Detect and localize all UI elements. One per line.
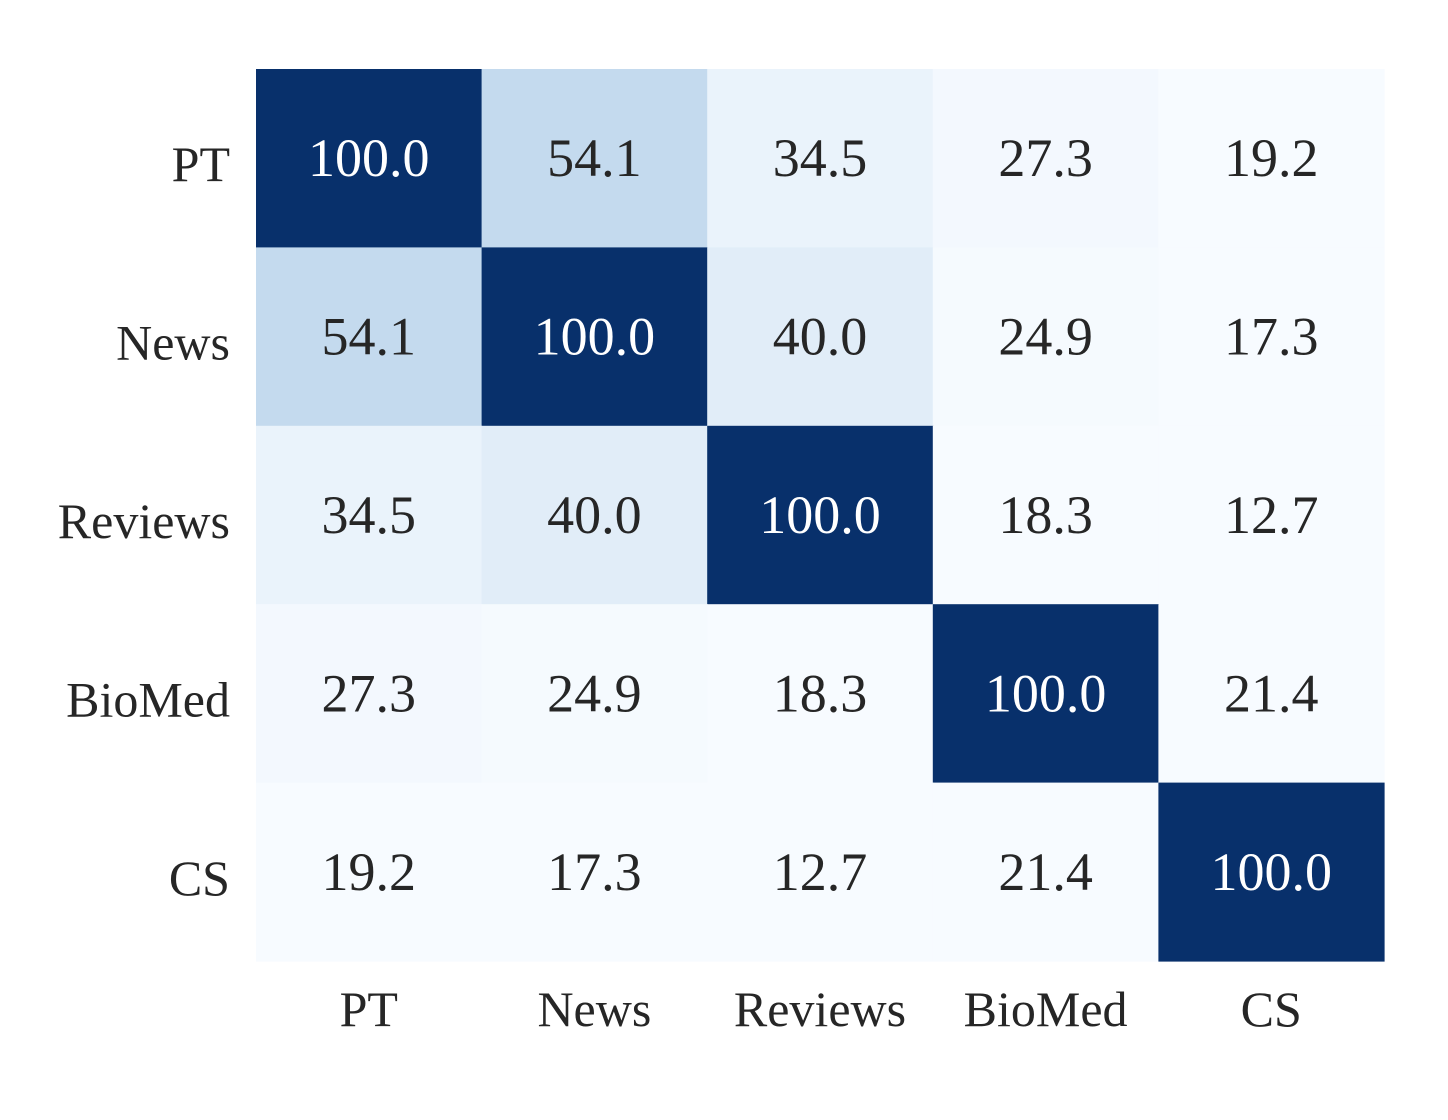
- heatmap-cell-label-0-2: 34.5: [773, 128, 868, 188]
- heatmap-cell-label-2-4: 12.7: [1224, 485, 1319, 545]
- heatmap-cell-3-1: [481, 604, 708, 784]
- heatmap-cell-4-0: [256, 782, 483, 962]
- heatmap-cell-2-0: [256, 425, 483, 605]
- heatmap-cell-label-4-4: 100.0: [1210, 842, 1332, 902]
- x-tick-label-biomed: BioMed: [964, 981, 1128, 1037]
- heatmap-cell-label-1-3: 24.9: [998, 307, 1093, 367]
- y-tick-label-reviews: Reviews: [58, 493, 230, 549]
- x-tick-label-news: News: [537, 981, 651, 1037]
- y-tick-label-news: News: [116, 315, 230, 371]
- heatmap-cell-label-4-1: 17.3: [547, 842, 642, 902]
- heatmap-cell-1-2: [707, 247, 934, 427]
- heatmap-cell-1-0: [256, 247, 483, 427]
- heatmap-cell-label-0-4: 19.2: [1224, 128, 1319, 188]
- heatmap-cell-label-2-1: 40.0: [547, 485, 642, 545]
- heatmap-cell-2-2: [707, 425, 934, 605]
- heatmap-cell-2-1: [481, 425, 708, 605]
- heatmap-cell-label-3-0: 27.3: [322, 663, 417, 723]
- heatmap-cell-2-4: [1158, 425, 1385, 605]
- x-axis-tick-labels: PT News Reviews BioMed CS: [340, 981, 1302, 1037]
- heatmap-cell-4-4: [1158, 782, 1385, 962]
- heatmap-cell-0-2: [707, 69, 934, 248]
- heatmap-cell-1-4: [1158, 247, 1385, 427]
- y-axis-tick-labels: PT News Reviews BioMed CS: [58, 136, 230, 906]
- x-tick-label-cs: CS: [1241, 981, 1302, 1037]
- heatmap-cell-label-0-3: 27.3: [998, 128, 1093, 188]
- x-tick-label-pt: PT: [340, 981, 398, 1037]
- heatmap-cells: [256, 69, 1385, 962]
- heatmap-cell-label-1-4: 17.3: [1224, 307, 1319, 367]
- heatmap-cell-1-3: [932, 247, 1159, 427]
- heatmap-cell-label-3-3: 100.0: [985, 663, 1107, 723]
- heatmap-cell-label-3-1: 24.9: [547, 663, 642, 723]
- heatmap-cell-3-0: [256, 604, 483, 784]
- heatmap-cell-0-1: [481, 69, 708, 248]
- heatmap-cell-3-3: [932, 604, 1159, 784]
- heatmap-cell-0-3: [932, 69, 1159, 248]
- heatmap-cell-label-4-3: 21.4: [998, 842, 1093, 902]
- heatmap-cell-label-2-0: 34.5: [322, 485, 417, 545]
- heatmap-cell-label-0-1: 54.1: [547, 128, 642, 188]
- y-tick-label-biomed: BioMed: [66, 671, 230, 727]
- y-tick-label-cs: CS: [169, 850, 230, 906]
- heatmap-cell-label-3-2: 18.3: [773, 663, 868, 723]
- heatmap-cell-4-3: [932, 782, 1159, 962]
- heatmap-cell-label-4-0: 19.2: [322, 842, 417, 902]
- heatmap-cell-4-1: [481, 782, 708, 962]
- heatmap-cell-label-3-4: 21.4: [1224, 663, 1319, 723]
- y-tick-label-pt: PT: [172, 136, 230, 192]
- heatmap-cell-3-2: [707, 604, 934, 784]
- heatmap-cell-label-1-0: 54.1: [322, 307, 417, 367]
- heatmap-cell-label-0-0: 100.0: [308, 128, 430, 188]
- x-tick-label-reviews: Reviews: [734, 981, 906, 1037]
- heatmap-cell-0-4: [1158, 69, 1385, 248]
- heatmap-cell-0-0: [256, 69, 483, 248]
- heatmap-cell-3-4: [1158, 604, 1385, 784]
- heatmap-cell-label-1-2: 40.0: [773, 307, 868, 367]
- heatmap-cell-2-3: [932, 425, 1159, 605]
- heatmap-cell-label-2-2: 100.0: [759, 485, 881, 545]
- heatmap-cell-label-4-2: 12.7: [773, 842, 868, 902]
- heatmap-cell-4-2: [707, 782, 934, 962]
- heatmap-cell-label-1-1: 100.0: [534, 307, 656, 367]
- heatmap-cell-labels: 100.0 54.1 34.5 27.3 19.2 54.1 100.0 40.0 24.9 17…: [308, 128, 1332, 902]
- heatmap-cell-1-1: [481, 247, 708, 427]
- heatmap-cell-label-2-3: 18.3: [998, 485, 1093, 545]
